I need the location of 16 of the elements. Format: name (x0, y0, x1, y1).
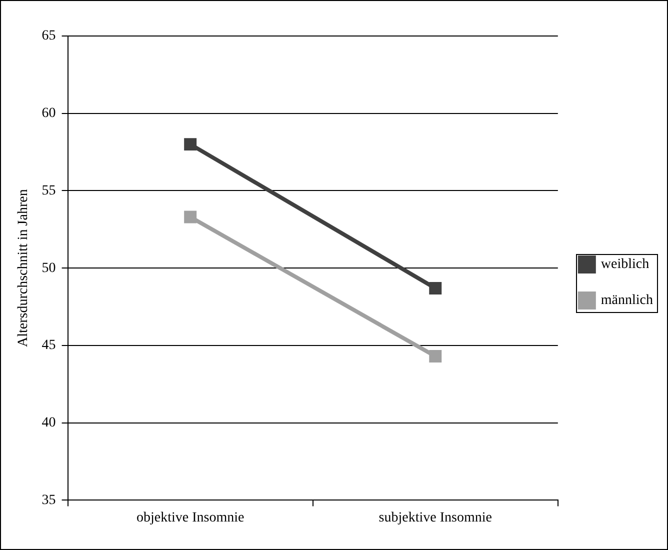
point (184, 210, 197, 224)
y-tick-label: 65 (42, 28, 56, 44)
y-tick-label: 45 (42, 338, 56, 354)
point (184, 138, 197, 151)
y-tick-label: 50 (42, 260, 56, 276)
y-tick-label: 40 (42, 416, 56, 431)
y-tick-label: 35 (42, 492, 56, 508)
x-tick-label: objektive Insomnie (136, 510, 244, 526)
legend-label: weiblich (600, 257, 650, 272)
x-tick-label: subjektive Insomnie (378, 510, 492, 526)
legend-label: männlich (600, 293, 654, 308)
y-tick-label: 55 (42, 183, 56, 198)
y-tick-label: 60 (42, 106, 56, 122)
y-axis-title: Altersdurchschnitt in Jahren (16, 189, 32, 348)
point (429, 282, 442, 294)
point (429, 350, 442, 363)
